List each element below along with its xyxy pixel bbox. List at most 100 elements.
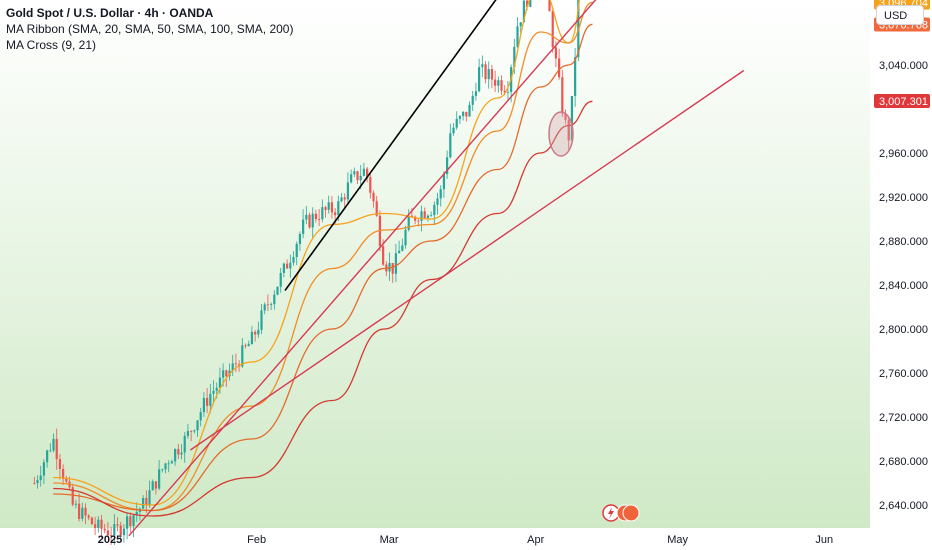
- candle-body: [321, 207, 324, 220]
- candle-body: [417, 220, 420, 222]
- candle-body: [218, 377, 222, 388]
- x-tick-label: May: [667, 534, 688, 546]
- candle-body: [474, 91, 478, 96]
- symbol-title[interactable]: Gold Spot / U.S. Dollar · 4h · OANDA: [6, 6, 214, 20]
- candle-body: [180, 452, 183, 455]
- candle-body: [87, 515, 90, 518]
- y-tick-label: 2,840.000: [879, 280, 928, 292]
- candle-body: [286, 263, 289, 269]
- moving-average-line: [53, 1, 593, 512]
- candle-body: [257, 329, 260, 335]
- candle-body: [215, 387, 218, 391]
- candle-body: [119, 525, 122, 536]
- candle-body: [455, 118, 458, 128]
- candle-body: [135, 511, 138, 516]
- candle-body: [398, 250, 401, 254]
- support-2-trendline[interactable]: [190, 69, 745, 451]
- ma-cross-indicator-label[interactable]: MA Cross (9, 21): [6, 38, 97, 52]
- currency-button[interactable]: USD: [876, 5, 924, 25]
- candle-body: [407, 215, 410, 230]
- candle-body: [282, 263, 286, 273]
- candle-body: [186, 431, 190, 436]
- chart-legend[interactable]: Gold Spot / U.S. Dollar · 4h · OANDA MA …: [6, 5, 293, 53]
- candle-body: [314, 213, 318, 220]
- candle-body: [161, 469, 164, 471]
- x-tick-label: Feb: [247, 534, 266, 546]
- candle-body: [209, 393, 212, 406]
- time-axis[interactable]: 2025 Feb Mar Apr May Jun: [98, 534, 833, 546]
- candle-body: [49, 450, 52, 452]
- candle-body: [222, 370, 225, 378]
- us-flag-icon[interactable]: [622, 504, 640, 522]
- candle-body: [382, 246, 385, 265]
- time-axis-background[interactable]: [0, 528, 870, 550]
- candle-body: [33, 483, 36, 484]
- candle-body: [126, 516, 129, 529]
- candle-body: [42, 462, 46, 476]
- price-tag[interactable]: [874, 93, 930, 108]
- candle-body: [170, 461, 174, 464]
- candle-body: [401, 245, 404, 251]
- moving-average-line: [53, 100, 593, 517]
- candle-body: [106, 530, 110, 536]
- x-tick-label: 2025: [98, 534, 122, 546]
- y-tick-label: 3,040.000: [879, 60, 928, 72]
- moving-average-line: [53, 0, 580, 506]
- candle-body: [394, 253, 398, 274]
- candle-body: [148, 490, 151, 506]
- candle-body: [177, 449, 180, 455]
- candle-body: [372, 192, 375, 202]
- candle-body: [55, 438, 58, 460]
- support-1-trendline[interactable]: [128, 0, 663, 537]
- candle-body: [244, 345, 247, 347]
- x-tick-label: Mar: [380, 534, 399, 546]
- candle-body: [305, 214, 308, 220]
- candle-body: [110, 535, 113, 536]
- candle-body: [46, 450, 49, 463]
- candle-body: [362, 168, 366, 176]
- candle-body: [548, 0, 551, 12]
- candle-body: [458, 116, 462, 119]
- price-tag-label: 3,007.301: [879, 96, 928, 108]
- chart-background: [0, 0, 870, 528]
- candle-body: [62, 468, 65, 479]
- candle-body: [359, 175, 362, 181]
- candle-body: [254, 331, 257, 335]
- candle-body: [103, 528, 106, 531]
- resistance-trendline[interactable]: [284, 0, 616, 291]
- ma-ribbon-indicator-label[interactable]: MA Ribbon (SMA, 20, SMA, 50, SMA, 100, S…: [6, 22, 294, 36]
- candle-body: [433, 204, 436, 216]
- candle-body: [497, 80, 500, 86]
- event-icons[interactable]: [602, 504, 640, 522]
- y-tick-label: 2,920.000: [879, 192, 928, 204]
- y-tick-label: 2,960.000: [879, 148, 928, 160]
- candle-body: [132, 515, 135, 527]
- candle-body: [266, 304, 270, 306]
- candle-body: [78, 503, 81, 519]
- candle-body: [522, 0, 526, 23]
- y-tick-label: 2,760.000: [879, 368, 928, 380]
- candle-body: [270, 304, 273, 305]
- candle-body: [129, 516, 132, 527]
- candle-body: [340, 197, 343, 202]
- candle-body: [263, 304, 266, 311]
- highlight-ellipse: [548, 111, 574, 157]
- candle-body: [513, 46, 516, 68]
- candle-body: [446, 157, 449, 175]
- candle-body: [551, 11, 554, 48]
- candle-body: [71, 487, 74, 505]
- candle-body: [167, 463, 170, 465]
- candle-body: [247, 344, 250, 347]
- candle-body: [337, 201, 340, 216]
- candle-body: [442, 174, 446, 190]
- price-axis-background[interactable]: [870, 0, 932, 528]
- candle-body: [506, 91, 510, 93]
- candle-body: [260, 310, 263, 330]
- candle-body: [151, 481, 154, 491]
- candle-body: [318, 219, 321, 220]
- candle-body: [526, 0, 529, 7]
- candle-body: [295, 243, 298, 257]
- candle-body: [420, 211, 423, 221]
